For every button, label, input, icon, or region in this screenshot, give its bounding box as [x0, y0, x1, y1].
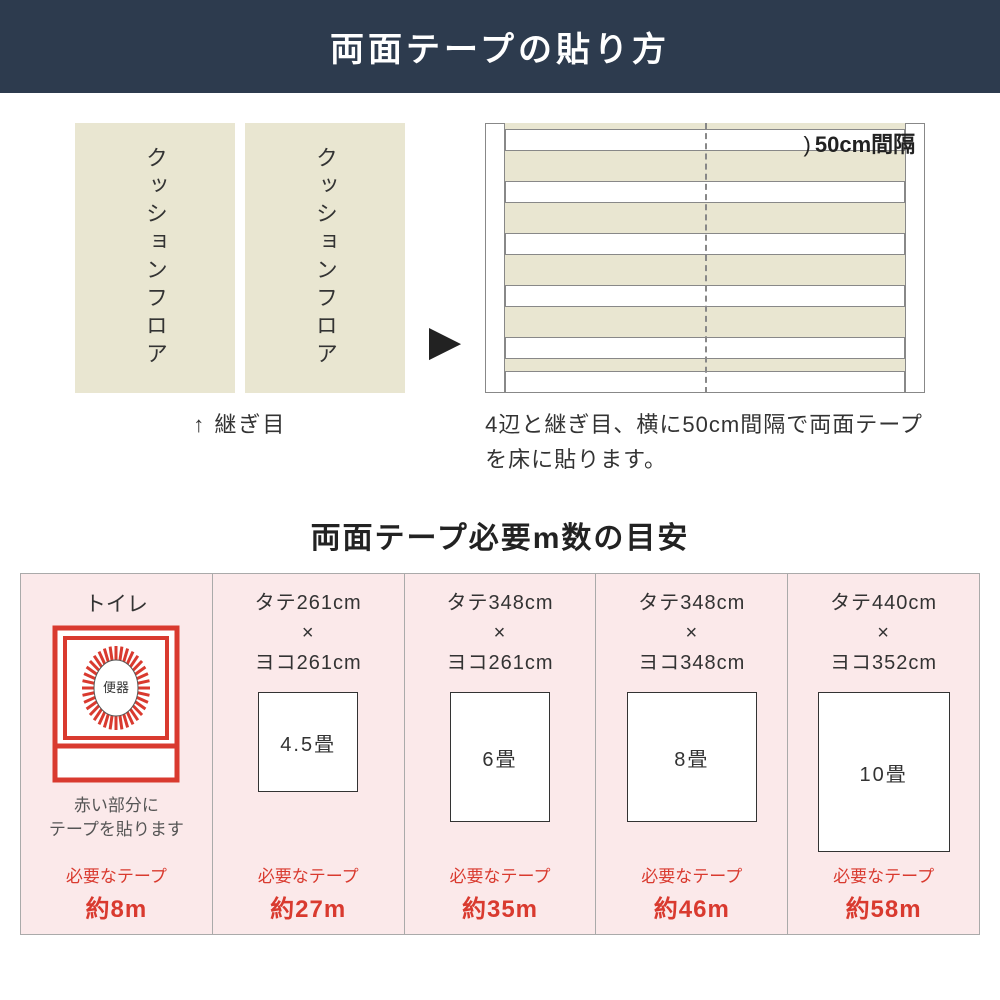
need-value: 約35m — [462, 889, 538, 924]
subheading: 両面テープ必要m数の目安 — [0, 487, 1000, 573]
cell-dimensions: タテ440cm×ヨコ352cm — [830, 588, 937, 678]
room-box: 10畳 — [818, 692, 950, 852]
panel-label: クッションフロア — [309, 146, 341, 370]
spacing-label: )50cm間隔 — [804, 127, 916, 159]
bracket-icon: ) — [804, 132, 811, 157]
req-cell-r45: タテ261cm×ヨコ261cm 4.5畳必要なテープ約27m — [213, 574, 405, 934]
requirement-table: トイレ便器赤い部分にテープを貼ります必要なテープ約8mタテ261cm×ヨコ261… — [20, 573, 980, 935]
cell-title: トイレ — [85, 588, 148, 618]
room-box: 8畳 — [627, 692, 757, 822]
floor-panel-left: クッションフロア — [75, 123, 235, 393]
tape-diagram-wrap: )50cm間隔 4辺と継ぎ目、横に50cm間隔で両面テープを床に貼ります。 — [485, 123, 925, 477]
room-box: 4.5畳 — [258, 692, 358, 792]
need-label: 必要なテープ — [258, 862, 359, 887]
req-cell-r8: タテ348cm×ヨコ348cm 8畳必要なテープ約46m — [596, 574, 788, 934]
tape-vertical — [905, 123, 925, 393]
req-cell-r6: タテ348cm×ヨコ261cm 6畳必要なテープ約35m — [405, 574, 597, 934]
header-title: 両面テープの貼り方 — [330, 31, 670, 69]
req-cell-r10: タテ440cm×ヨコ352cm 10畳必要なテープ約58m — [788, 574, 980, 934]
floor-panel-right: クッションフロア — [245, 123, 405, 393]
toilet-icon: 便器 — [51, 624, 181, 784]
need-value: 約8m — [86, 889, 148, 924]
cell-dimensions: タテ348cm×ヨコ261cm — [446, 588, 553, 678]
seam-label: ↑ 継ぎ目 — [193, 407, 286, 439]
panel-label: クッションフロア — [139, 146, 171, 370]
cell-note: 赤い部分にテープを貼ります — [49, 794, 184, 842]
need-label: 必要なテープ — [833, 862, 934, 887]
svg-text:便器: 便器 — [103, 680, 129, 695]
cell-dimensions: タテ261cm×ヨコ261cm — [255, 588, 362, 678]
center-seam-dash — [705, 123, 707, 393]
main-header: 両面テープの貼り方 — [0, 0, 1000, 93]
floor-panels: クッションフロア クッションフロア — [75, 123, 405, 393]
tape-diagram: )50cm間隔 — [485, 123, 925, 393]
tape-vertical — [485, 123, 505, 393]
req-cell-toilet: トイレ便器赤い部分にテープを貼ります必要なテープ約8m — [21, 574, 213, 934]
need-value: 約58m — [846, 889, 922, 924]
need-value: 約46m — [654, 889, 730, 924]
room-box: 6畳 — [450, 692, 550, 822]
diagram-description: 4辺と継ぎ目、横に50cm間隔で両面テープを床に貼ります。 — [485, 407, 925, 477]
need-label: 必要なテープ — [66, 862, 167, 887]
spacing-text: 50cm間隔 — [815, 132, 915, 157]
arrow-icon: ▶ — [429, 236, 461, 365]
cell-dimensions: タテ348cm×ヨコ348cm — [638, 588, 745, 678]
section-how-to: クッションフロア クッションフロア ↑ 継ぎ目 ▶ )50cm間隔 4辺と継ぎ目… — [0, 93, 1000, 487]
need-label: 必要なテープ — [450, 862, 551, 887]
panels-wrap: クッションフロア クッションフロア ↑ 継ぎ目 — [75, 123, 405, 439]
need-value: 約27m — [270, 889, 346, 924]
need-label: 必要なテープ — [641, 862, 742, 887]
